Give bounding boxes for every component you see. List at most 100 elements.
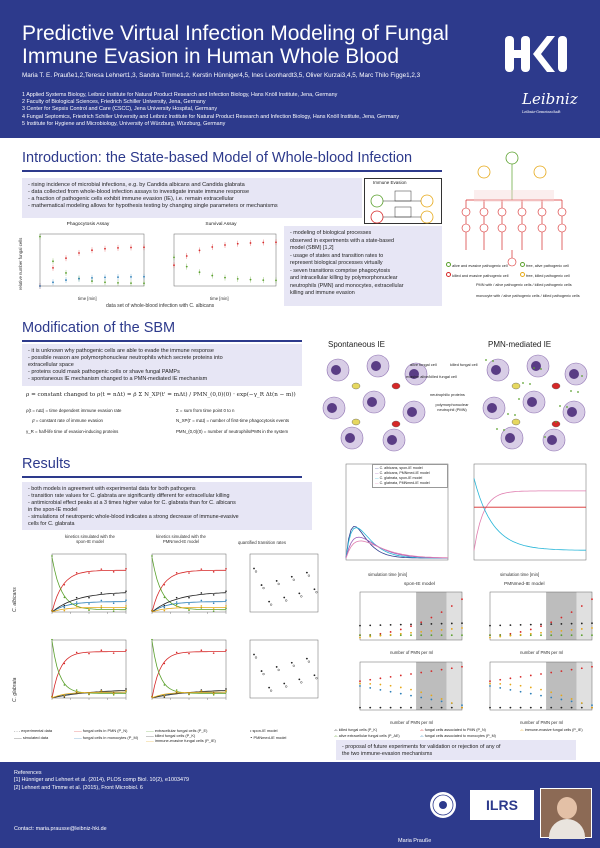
chart-frame bbox=[39, 233, 145, 287]
pn-exp-1 bbox=[163, 583, 166, 586]
nk-8 bbox=[570, 622, 573, 625]
pn-exp-6 bbox=[225, 649, 227, 651]
nn-5 bbox=[540, 673, 542, 675]
ne-6 bbox=[550, 634, 553, 637]
pm-exp-1 bbox=[63, 606, 66, 609]
rates-glabrata bbox=[249, 639, 319, 699]
nie-2 bbox=[379, 634, 382, 637]
nm-8 bbox=[570, 700, 573, 703]
pn-exp-2 bbox=[75, 571, 78, 574]
immune-evasion-diagram: Immune Evasion bbox=[364, 178, 442, 224]
rate-pmn-4 bbox=[285, 685, 288, 688]
pm-exp-5 bbox=[112, 602, 115, 605]
evasion-states-svg bbox=[370, 190, 434, 224]
pk-exp-6 bbox=[225, 688, 227, 690]
col1-title: kinetics simulated with the spon-IE mode… bbox=[65, 534, 115, 544]
protein-1 bbox=[522, 382, 524, 384]
pmn-ie-title: PMN-mediated IE bbox=[488, 340, 552, 349]
nn-3 bbox=[389, 675, 392, 678]
pn-exp-4 bbox=[200, 649, 203, 652]
rate-spon-7 bbox=[305, 571, 308, 574]
rate-spon-3 bbox=[275, 666, 278, 668]
nk-10 bbox=[591, 622, 593, 625]
pm-exp-3 bbox=[88, 603, 90, 605]
pk-exp-6 bbox=[225, 590, 227, 593]
legend-killed-evasive: killed and evasive pathogenic cell bbox=[452, 274, 509, 278]
pmn-nucleus-4 bbox=[527, 397, 537, 407]
nn-9 bbox=[450, 667, 453, 670]
protein-17 bbox=[514, 414, 516, 416]
pmn-nucleus-0 bbox=[491, 365, 501, 375]
nie-1 bbox=[499, 635, 502, 638]
contact-email[interactable]: Contact: maria.prausse@leibniz-hki.de bbox=[14, 826, 107, 832]
eff-leg-3: C. glabrata, spon-IE model bbox=[379, 476, 423, 480]
protein-15 bbox=[540, 368, 542, 370]
pe-exp-3 bbox=[188, 609, 190, 612]
modif-bullet-2: - possible reason are polymorphonuclear … bbox=[28, 355, 223, 361]
nn-2 bbox=[509, 632, 512, 635]
physio-region bbox=[546, 592, 577, 640]
pn-exp-3 bbox=[88, 652, 90, 655]
nm-1 bbox=[369, 687, 372, 689]
pn-exp-2 bbox=[175, 571, 178, 574]
physio-region bbox=[416, 592, 447, 640]
pn-sim bbox=[151, 651, 226, 699]
pe-exp-5 bbox=[212, 694, 215, 696]
pk-exp-4 bbox=[100, 592, 103, 594]
nk-5 bbox=[410, 706, 412, 709]
legend-alive-evasive: alive and evasive pathogenic cell bbox=[452, 264, 508, 268]
nie-0 bbox=[359, 636, 361, 639]
rate-pmn-2 bbox=[270, 689, 273, 692]
pn-exp-3 bbox=[188, 652, 190, 655]
nk-7 bbox=[560, 706, 563, 709]
nk-3 bbox=[519, 706, 522, 709]
nn-10 bbox=[461, 598, 463, 601]
neutro-xlabel-2: number of PMN per ml bbox=[520, 650, 564, 655]
university-seal bbox=[430, 792, 456, 818]
protein-12 bbox=[529, 383, 531, 385]
pmn-nucleus-5 bbox=[567, 407, 577, 417]
nk-4 bbox=[399, 623, 402, 626]
kin-frame bbox=[151, 639, 227, 699]
nk-0 bbox=[359, 706, 361, 709]
results-bullet-6: cells for C. glabrata bbox=[28, 521, 75, 527]
rate-pmn-7 bbox=[307, 574, 310, 577]
nk-7 bbox=[430, 623, 433, 625]
pmn-nucleus-1 bbox=[531, 361, 541, 371]
nn-7 bbox=[560, 670, 563, 673]
rate-pmn-1 bbox=[262, 672, 265, 676]
legend-sim: simulated data bbox=[22, 735, 49, 740]
nk-8 bbox=[440, 706, 443, 709]
nn-9 bbox=[580, 667, 583, 670]
ne-1 bbox=[369, 634, 372, 637]
nie-3 bbox=[389, 684, 392, 687]
neutropenic-region bbox=[446, 592, 462, 640]
legend-pe: extracellular fungal cells (P_E) bbox=[154, 728, 208, 733]
pe-exp-1 bbox=[163, 684, 166, 686]
nm-7 bbox=[430, 698, 433, 701]
rate-pmn-5 bbox=[292, 664, 295, 667]
nn-3 bbox=[519, 675, 522, 678]
antimicrobial-effect-plot bbox=[345, 463, 449, 561]
legend-exp: experimental data bbox=[21, 728, 53, 733]
pk-exp-1 bbox=[63, 696, 66, 698]
evasion-formula: ρ = constant changed to ρ(t = nΔt) = ρ̄ … bbox=[26, 392, 296, 398]
nk-2 bbox=[509, 624, 512, 627]
effect-legend: — C. albicans, spon-IE model — C. albica… bbox=[372, 464, 448, 488]
nie-2 bbox=[509, 634, 512, 637]
ne-9 bbox=[580, 634, 583, 637]
pe-exp-5 bbox=[112, 610, 115, 612]
pmn-nucleus-6 bbox=[505, 433, 515, 443]
nie-6 bbox=[420, 630, 423, 633]
pk-exp-4 bbox=[200, 592, 203, 594]
fungal-cell-1 bbox=[551, 382, 561, 390]
nk-10 bbox=[461, 622, 463, 625]
nn-7 bbox=[430, 670, 433, 673]
sbm-bullet-7: and intracellular killing by polymorphon… bbox=[290, 275, 398, 281]
pk-exp-5 bbox=[212, 594, 215, 596]
protein-13 bbox=[566, 406, 568, 408]
def-gamma: γ_R = half-life time of evasion-inducing… bbox=[26, 429, 119, 434]
rate-spon-2 bbox=[268, 600, 271, 603]
kin-frame bbox=[51, 639, 127, 699]
intro-title: Introduction: the State-based Model of W… bbox=[22, 150, 413, 166]
